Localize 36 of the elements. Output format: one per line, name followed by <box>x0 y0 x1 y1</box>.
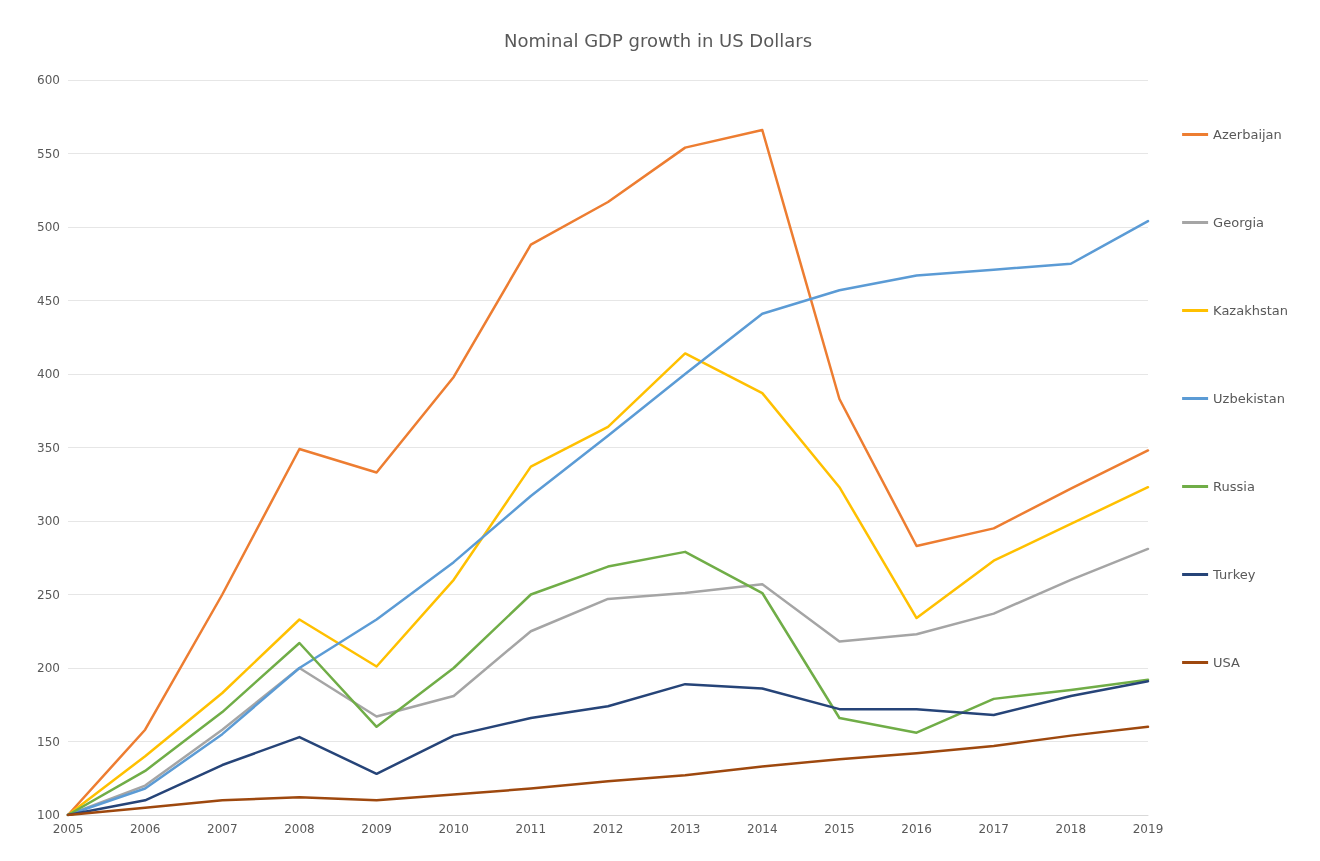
y-tick-label: 550 <box>37 146 60 161</box>
legend-label: Russia <box>1213 479 1255 494</box>
y-tick-label: 200 <box>37 661 60 675</box>
x-tick-label: 2016 <box>901 822 932 836</box>
x-tick-label: 2019 <box>1132 822 1164 836</box>
x-tick-label: 2013 <box>669 822 701 836</box>
x-tick-label: 2009 <box>361 822 392 836</box>
x-tick-label: 2007 <box>207 822 238 836</box>
y-tick-label: 400 <box>37 367 60 381</box>
y-tick-label: 450 <box>37 293 60 308</box>
x-tick-label: 2010 <box>438 822 469 836</box>
x-tick-label: 2012 <box>592 822 624 836</box>
legend-label: Kazakhstan <box>1213 303 1289 318</box>
legend-label: Uzbekistan <box>1213 391 1285 406</box>
y-tick-label: 600 <box>37 73 60 87</box>
y-tick-label: 100 <box>37 808 60 822</box>
y-tick-label: 300 <box>37 514 60 528</box>
x-tick-label: 2017 <box>978 822 1009 836</box>
x-tick-label: 2014 <box>747 822 778 836</box>
legend-label: USA <box>1213 655 1241 670</box>
legend-label: Azerbaijan <box>1213 127 1282 142</box>
legend-label: Turkey <box>1212 567 1256 582</box>
x-tick-label: 2006 <box>129 822 161 836</box>
line-series <box>66 725 1150 817</box>
chart-title: Nominal GDP growth in US Dollars <box>503 29 813 51</box>
x-tick-label: 2008 <box>284 822 315 836</box>
x-tick-label: 2011 <box>515 822 547 836</box>
line-series <box>66 679 1150 817</box>
x-tick-label: 2015 <box>824 822 855 836</box>
y-tick-label: 150 <box>37 734 60 749</box>
y-tick-label: 500 <box>37 220 60 234</box>
y-tick-label: 350 <box>37 440 60 455</box>
x-tick-label: 2005 <box>52 822 84 836</box>
legend-label: Georgia <box>1213 215 1265 230</box>
x-tick-label: 2018 <box>1055 822 1087 836</box>
y-tick-label: 250 <box>37 587 60 602</box>
